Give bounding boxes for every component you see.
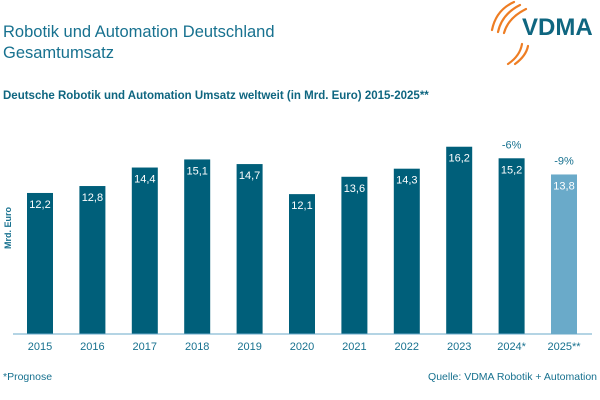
bar-2017 [131, 167, 158, 334]
source-note: Quelle: VDMA Robotik + Automation [428, 371, 597, 383]
x-tick-label: 2024* [497, 341, 526, 353]
bar-2015 [27, 192, 53, 334]
x-tick-label: 2021 [342, 341, 366, 353]
data-label: 12,1 [291, 200, 312, 212]
bar-2023 [446, 146, 473, 334]
x-tick-label: 2022 [395, 341, 419, 353]
x-tick-label: 2015 [28, 341, 52, 353]
data-label: 14,7 [239, 170, 260, 182]
x-tick-label: 2025** [547, 341, 581, 353]
bar-2024 [498, 158, 525, 334]
bar-2016 [79, 186, 106, 334]
x-tick-label: 2016 [80, 341, 104, 353]
x-tick-label: 2018 [185, 341, 209, 353]
x-tick-label: 2020 [290, 341, 314, 353]
x-tick-label: 2023 [447, 341, 471, 353]
bar-2021 [341, 176, 368, 334]
change-annotation: -9% [554, 155, 574, 167]
bar-2025 [551, 174, 577, 334]
data-label: 16,2 [448, 153, 469, 165]
data-label: 15,2 [501, 164, 522, 176]
data-label: 14,3 [396, 175, 417, 187]
x-tick-label: 2017 [133, 341, 157, 353]
chart-title: Deutsche Robotik und Automation Umsatz w… [3, 90, 429, 102]
svg-text:VDMA: VDMA [522, 14, 593, 41]
y-axis-label: Mrd. Euro [3, 206, 13, 249]
bar-2020 [289, 194, 315, 334]
data-label: 13,6 [344, 183, 365, 195]
data-label: 12,2 [29, 199, 50, 211]
x-tick-label: 2019 [237, 341, 261, 353]
bar-2018 [184, 159, 211, 334]
page-title: Robotik und Automation Deutschland Gesam… [3, 22, 275, 64]
title-line-2: Gesamtumsatz [3, 44, 114, 62]
vdma-logo: VDMA [490, 0, 593, 66]
title-line-1: Robotik und Automation Deutschland [3, 23, 275, 41]
data-label: 12,8 [82, 192, 103, 204]
forecast-note: *Prognose [3, 371, 53, 383]
change-annotation: -6% [502, 139, 522, 151]
data-label: 14,4 [134, 174, 155, 186]
bar-2022 [393, 168, 420, 334]
data-label: 13,8 [553, 180, 574, 192]
data-label: 15,1 [186, 165, 207, 177]
bar-2019 [236, 164, 263, 334]
